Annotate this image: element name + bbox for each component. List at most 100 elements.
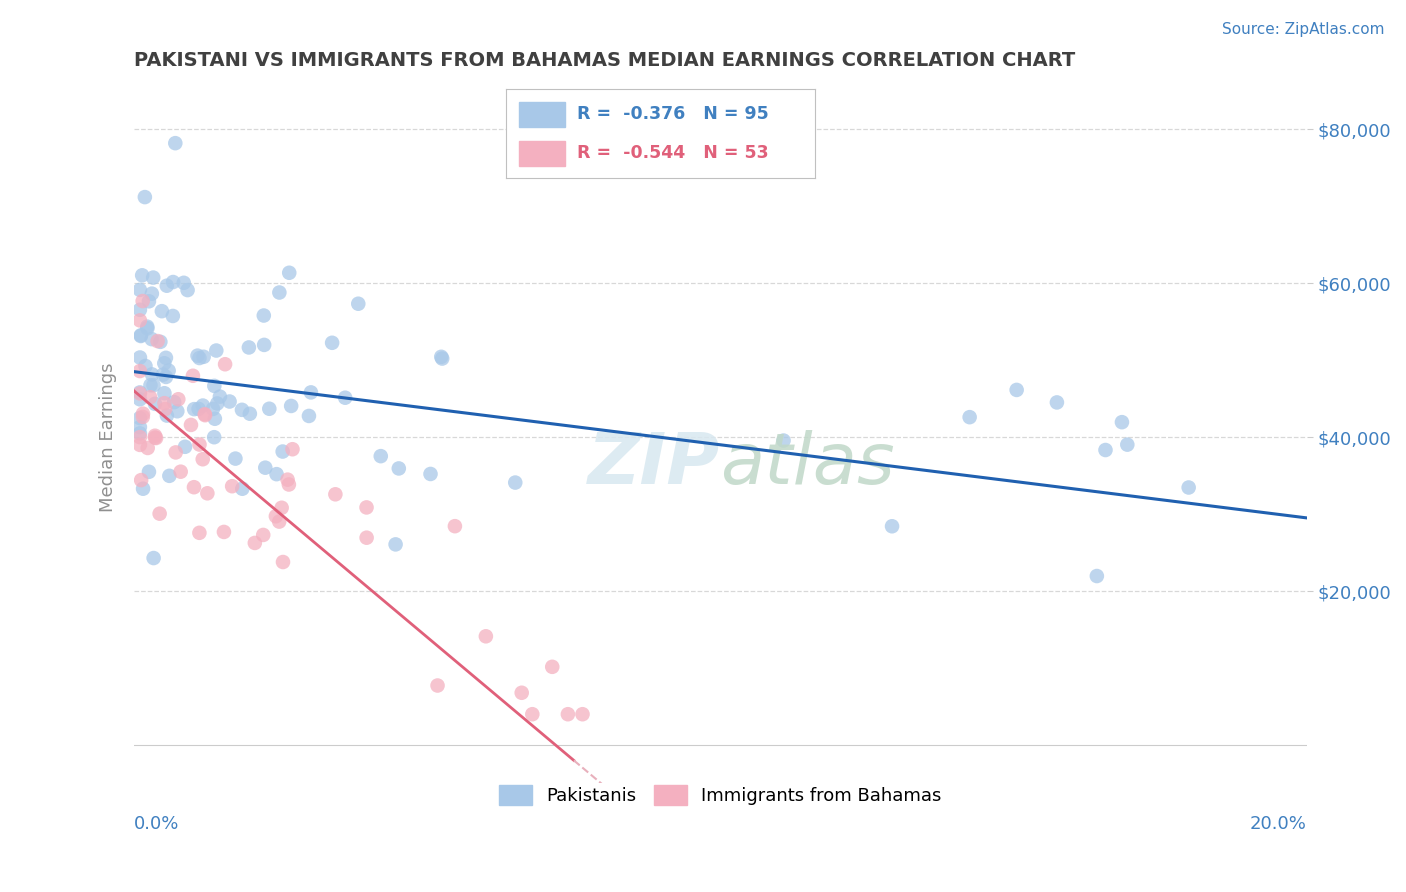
- Point: [419, 467, 441, 481]
- Point: [432, 351, 454, 366]
- Text: Source: ZipAtlas.com: Source: ZipAtlas.com: [1222, 22, 1385, 37]
- Point: [143, 397, 166, 411]
- Point: [176, 283, 198, 297]
- Point: [129, 473, 152, 487]
- Point: [142, 270, 165, 285]
- Point: [269, 515, 291, 529]
- Point: [1177, 481, 1199, 495]
- Point: [321, 335, 343, 350]
- Text: 0.0%: 0.0%: [134, 814, 180, 832]
- Point: [231, 402, 253, 417]
- Point: [277, 477, 299, 491]
- Point: [128, 364, 150, 378]
- Point: [128, 302, 150, 317]
- Point: [132, 407, 155, 421]
- Point: [132, 482, 155, 496]
- Point: [136, 319, 159, 334]
- Point: [163, 395, 186, 409]
- Point: [571, 707, 593, 722]
- Point: [298, 409, 321, 423]
- Point: [1094, 442, 1116, 457]
- Point: [136, 321, 159, 335]
- Point: [191, 452, 214, 467]
- Point: [253, 338, 276, 352]
- Point: [128, 283, 150, 297]
- Point: [202, 379, 225, 393]
- Point: [143, 429, 166, 443]
- Point: [188, 351, 211, 365]
- Point: [270, 500, 292, 515]
- Point: [475, 629, 498, 643]
- Point: [384, 537, 406, 551]
- Text: PAKISTANI VS IMMIGRANTS FROM BAHAMAS MEDIAN EARNINGS CORRELATION CHART: PAKISTANI VS IMMIGRANTS FROM BAHAMAS MED…: [134, 51, 1076, 70]
- Point: [142, 551, 165, 566]
- Legend: Pakistanis, Immigrants from Bahamas: Pakistanis, Immigrants from Bahamas: [492, 778, 949, 813]
- Bar: [519, 141, 565, 166]
- Point: [141, 286, 163, 301]
- Text: ZIP: ZIP: [588, 430, 720, 500]
- Point: [128, 438, 150, 452]
- Point: [149, 334, 172, 349]
- Point: [146, 334, 169, 348]
- Point: [139, 390, 162, 404]
- Point: [128, 426, 150, 441]
- Point: [150, 304, 173, 318]
- Point: [187, 401, 209, 416]
- Point: [186, 349, 208, 363]
- Point: [145, 431, 167, 445]
- Point: [541, 660, 564, 674]
- Point: [772, 434, 794, 448]
- Point: [325, 487, 347, 501]
- Point: [136, 441, 159, 455]
- Point: [141, 368, 163, 382]
- Point: [205, 343, 228, 358]
- Point: [202, 430, 225, 444]
- Point: [131, 268, 153, 283]
- Point: [153, 356, 176, 370]
- Point: [208, 390, 231, 404]
- Point: [129, 329, 152, 343]
- Point: [522, 707, 544, 722]
- Point: [204, 411, 226, 425]
- Point: [277, 473, 299, 487]
- Point: [153, 396, 176, 410]
- Point: [510, 686, 533, 700]
- Point: [131, 294, 153, 309]
- Y-axis label: Median Earnings: Median Earnings: [100, 362, 117, 512]
- Text: R =  -0.544   N = 53: R = -0.544 N = 53: [578, 145, 769, 162]
- Point: [128, 313, 150, 327]
- Point: [278, 266, 301, 280]
- Point: [231, 482, 253, 496]
- Point: [165, 445, 187, 459]
- Point: [959, 410, 981, 425]
- Point: [1085, 569, 1108, 583]
- Point: [128, 385, 150, 400]
- Point: [1116, 437, 1139, 451]
- Point: [271, 444, 294, 458]
- Point: [183, 402, 205, 417]
- Point: [264, 509, 287, 524]
- Point: [430, 350, 453, 364]
- Point: [239, 407, 262, 421]
- Point: [269, 285, 291, 300]
- Point: [152, 368, 174, 382]
- Point: [207, 396, 229, 410]
- Point: [128, 411, 150, 425]
- Point: [252, 528, 274, 542]
- Point: [333, 391, 356, 405]
- Point: [128, 420, 150, 434]
- Point: [181, 368, 204, 383]
- Point: [134, 190, 156, 204]
- Point: [281, 442, 304, 457]
- Point: [180, 417, 202, 432]
- Point: [174, 440, 197, 454]
- Point: [224, 451, 246, 466]
- Point: [138, 294, 160, 309]
- Point: [214, 357, 236, 371]
- Point: [142, 378, 165, 392]
- Point: [183, 480, 205, 494]
- Point: [1005, 383, 1028, 397]
- Text: R =  -0.376   N = 95: R = -0.376 N = 95: [578, 105, 769, 123]
- Point: [157, 364, 180, 378]
- Point: [266, 467, 288, 482]
